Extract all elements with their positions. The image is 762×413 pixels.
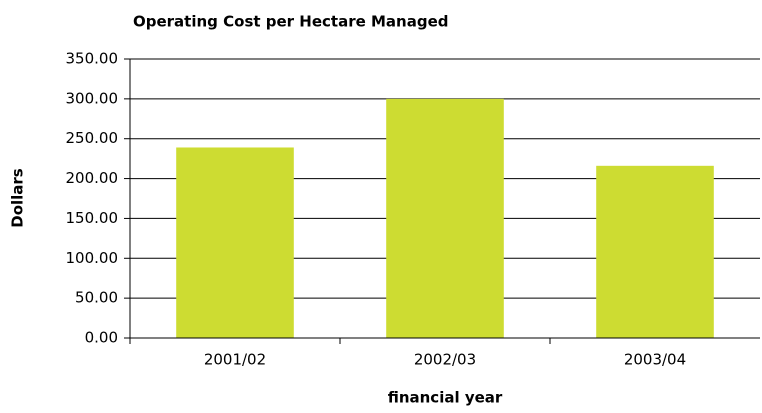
y-tick-label: 0.00	[85, 329, 118, 347]
bar	[386, 98, 504, 338]
chart-title: Operating Cost per Hectare Managed	[133, 13, 449, 31]
y-tick-label: 300.00	[66, 89, 119, 107]
y-axis-label: Dollars	[9, 168, 27, 228]
x-tick-label: 2003/04	[624, 351, 686, 369]
y-tick-label: 250.00	[66, 129, 119, 147]
bar	[176, 147, 294, 338]
y-tick-label: 100.00	[66, 249, 119, 267]
y-tick-label: 200.00	[66, 169, 119, 187]
y-tick-label: 350.00	[66, 50, 119, 68]
y-tick-label: 150.00	[66, 209, 119, 227]
y-tick-label: 50.00	[75, 289, 118, 307]
x-tick-label: 2002/03	[414, 351, 476, 369]
x-axis-label: financial year	[388, 389, 503, 407]
bar	[596, 165, 714, 338]
x-tick-label: 2001/02	[204, 351, 266, 369]
